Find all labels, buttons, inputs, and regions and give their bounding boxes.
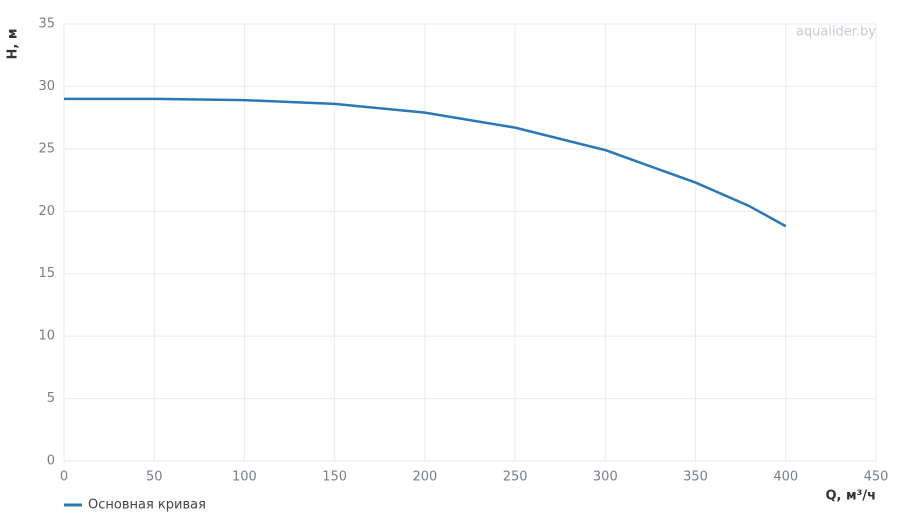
- series-line: [64, 97, 787, 228]
- y-tick-label: 5: [47, 391, 55, 406]
- y-tick-label: 25: [38, 141, 55, 156]
- y-tick-label: 35: [38, 17, 55, 32]
- y-tick-label: 20: [38, 204, 55, 219]
- legend-label: Основная кривая: [88, 498, 206, 513]
- x-tick-label: 200: [412, 470, 437, 485]
- x-tick-label: 250: [503, 470, 528, 485]
- x-tick-label: 450: [864, 470, 889, 485]
- y-tick-label: 10: [38, 329, 55, 344]
- watermark: aqualider.by: [796, 25, 876, 40]
- x-tick-label: 150: [322, 470, 347, 485]
- y-axis-label: H, м: [6, 29, 21, 60]
- x-tick-label: 300: [593, 470, 618, 485]
- x-tick-label: 100: [232, 470, 257, 485]
- x-tick-label: 350: [683, 470, 708, 485]
- x-axis-label: Q, м³/ч: [825, 489, 876, 504]
- x-tick-label: 400: [773, 470, 798, 485]
- x-tick-label: 0: [60, 470, 68, 485]
- y-tick-label: 0: [47, 454, 55, 469]
- x-tick-label: 50: [146, 470, 163, 485]
- y-tick-label: 30: [38, 79, 55, 94]
- y-tick-label: 15: [38, 266, 55, 281]
